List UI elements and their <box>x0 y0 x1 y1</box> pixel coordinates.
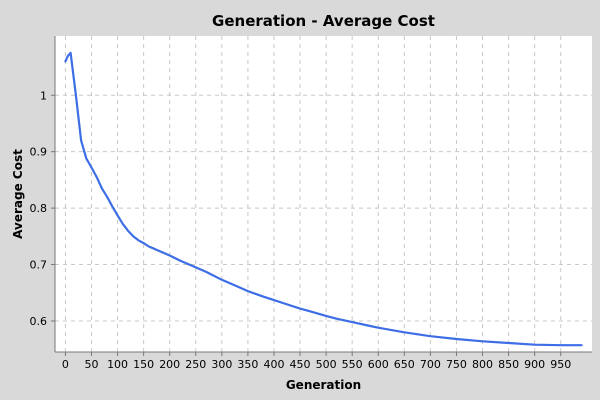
x-tick-label: 900 <box>524 358 545 371</box>
y-tick-label: 0.8 <box>30 202 48 215</box>
x-tick-label: 300 <box>211 358 232 371</box>
plot-area <box>55 36 592 352</box>
x-tick-label: 200 <box>159 358 180 371</box>
axes-layer: 0 50 100 150 200 250 300 350 400 450 500 550 600 650 7… <box>30 36 592 371</box>
x-tick-label: 100 <box>107 358 128 371</box>
series-line-0 <box>64 51 583 347</box>
x-tick-label: 0 <box>62 358 69 371</box>
x-tick-label: 650 <box>394 358 415 371</box>
x-tick-label: 800 <box>472 358 493 371</box>
y-tick-label: 0.6 <box>30 315 48 328</box>
y-tick-label: 0.9 <box>30 146 48 159</box>
x-tick-label: 150 <box>133 358 154 371</box>
x-axis-label: Generation <box>286 378 361 392</box>
series-layer <box>64 51 583 347</box>
x-tick-label: 950 <box>550 358 571 371</box>
x-tick-label: 400 <box>263 358 284 371</box>
x-tick-label: 250 <box>185 358 206 371</box>
x-tick-label: 450 <box>290 358 311 371</box>
x-tick-label: 600 <box>368 358 389 371</box>
x-tick-label: 350 <box>237 358 258 371</box>
chart-title: Generation - Average Cost <box>212 12 435 30</box>
y-tick-label: 1 <box>40 89 47 102</box>
x-tick-label: 750 <box>446 358 467 371</box>
x-tick-label: 500 <box>316 358 337 371</box>
x-tick-label: 850 <box>498 358 519 371</box>
y-tick-label: 0.7 <box>30 259 48 272</box>
x-tick-label: 50 <box>84 358 98 371</box>
x-tick-label: 550 <box>342 358 363 371</box>
grid-layer <box>55 36 592 352</box>
y-axis-label: Average Cost <box>11 149 25 239</box>
x-tick-label: 700 <box>420 358 441 371</box>
